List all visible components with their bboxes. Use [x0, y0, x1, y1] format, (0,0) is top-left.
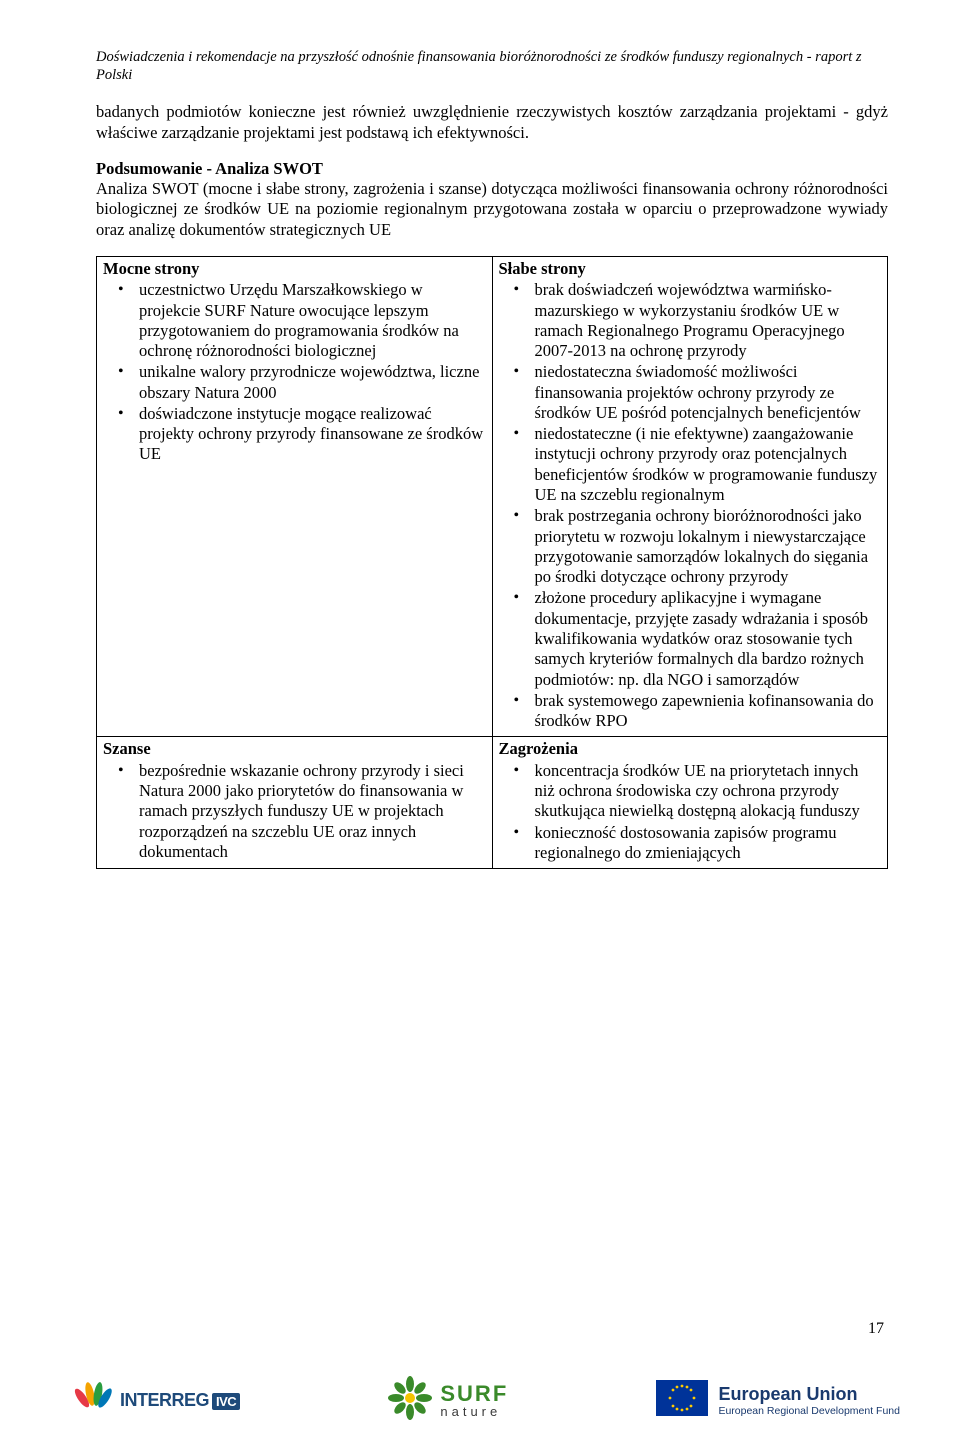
document-header: Doświadczenia i rekomendacje na przyszło…	[96, 48, 888, 84]
list-item: unikalne walory przyrodnicze województwa…	[139, 362, 486, 403]
interreg-logo: INTERREGIVC	[72, 1378, 240, 1423]
swot-weaknesses-cell: Słabe strony brak doświadczeń województw…	[492, 256, 888, 736]
list-item: uczestnictwo Urzędu Marszałkowskiego w p…	[139, 280, 486, 361]
surf-text: SURF nature	[440, 1380, 508, 1420]
swot-heading: Podsumowanie - Analiza SWOT	[96, 159, 323, 178]
strengths-title: Mocne strony	[103, 259, 486, 279]
opportunities-title: Szanse	[103, 739, 486, 759]
swot-body: Analiza SWOT (mocne i słabe strony, zagr…	[96, 179, 888, 239]
swot-threats-cell: Zagrożenia koncentracja środków UE na pr…	[492, 737, 888, 869]
list-item: konieczność dostosowania zapisów program…	[535, 823, 882, 864]
swot-intro: Podsumowanie - Analiza SWOT Analiza SWOT…	[96, 159, 888, 240]
list-item: doświadczone instytucje mogące realizowa…	[139, 404, 486, 465]
list-item: koncentracja środków UE na priorytetach …	[535, 761, 882, 822]
weaknesses-title: Słabe strony	[499, 259, 882, 279]
list-item: brak systemowego zapewnienia kofinansowa…	[535, 691, 882, 732]
interreg-text: INTERREGIVC	[120, 1389, 240, 1411]
list-item: bezpośrednie wskazanie ochrony przyrody …	[139, 761, 486, 862]
footer-logos: INTERREGIVC SURF nature	[0, 1376, 960, 1425]
list-item: niedostateczna świadomość możliwości fin…	[535, 362, 882, 423]
surf-nature-logo: SURF nature	[388, 1376, 508, 1425]
threats-title: Zagrożenia	[499, 739, 882, 759]
weaknesses-list: brak doświadczeń województwa warmińsko-m…	[499, 280, 882, 731]
page-number: 17	[868, 1319, 884, 1339]
strengths-list: uczestnictwo Urzędu Marszałkowskiego w p…	[103, 280, 486, 465]
swot-opportunities-cell: Szanse bezpośrednie wskazanie ochrony pr…	[97, 737, 493, 869]
list-item: brak doświadczeń województwa warmińsko-m…	[535, 280, 882, 361]
logo-petals-icon	[72, 1378, 114, 1423]
opportunities-list: bezpośrednie wskazanie ochrony przyrody …	[103, 761, 486, 862]
intro-paragraph: badanych podmiotów konieczne jest równie…	[96, 102, 888, 143]
swot-table: Mocne strony uczestnictwo Urzędu Marszał…	[96, 256, 888, 869]
list-item: niedostateczne (i nie efektywne) zaangaż…	[535, 424, 882, 505]
eu-logo: European Union European Regional Develop…	[656, 1380, 900, 1421]
swot-strengths-cell: Mocne strony uczestnictwo Urzędu Marszał…	[97, 256, 493, 736]
list-item: brak postrzegania ochrony bioróżnorodnoś…	[535, 506, 882, 587]
eu-text: European Union European Regional Develop…	[718, 1383, 900, 1418]
flower-icon	[388, 1376, 432, 1425]
eu-flag-icon	[656, 1380, 708, 1421]
interreg-ivc-badge: IVC	[212, 1393, 240, 1410]
threats-list: koncentracja środków UE na priorytetach …	[499, 761, 882, 863]
list-item: złożone procedury aplikacyjne i wymagane…	[535, 588, 882, 689]
